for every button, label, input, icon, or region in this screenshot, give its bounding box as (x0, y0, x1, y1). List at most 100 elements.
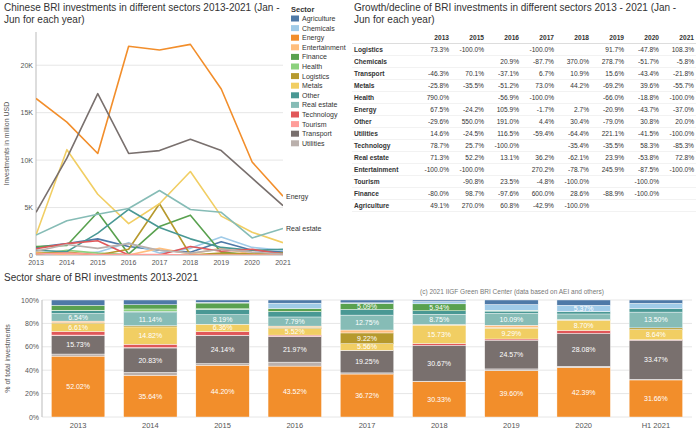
table-cell: -100.0% (556, 176, 591, 188)
table-row: Finance-80.0%98.7%-97.6%600.0%28.6%-88.9… (352, 188, 696, 200)
y-tick-label: 20% (25, 390, 39, 397)
bar-segment (268, 312, 321, 317)
bar-segment (629, 330, 682, 340)
table-cell: -47.8% (626, 44, 661, 56)
table-cell: -100.0% (556, 200, 591, 212)
table-cell: 58.3% (626, 140, 661, 152)
table-cell: -87.5% (626, 164, 661, 176)
x-tick-label: H1 2021 (642, 421, 670, 430)
data-labels: 52.02%15.73%6.61%6.54%35.64%20.83%14.82%… (66, 303, 668, 403)
series-line (36, 94, 283, 213)
x-tick-label: 2015 (90, 259, 106, 266)
y-axis (36, 32, 37, 255)
bar-segment (268, 329, 321, 335)
table-row: Agriculture49.1%270.0%60.8%-42.9%-100.0% (352, 200, 696, 212)
bar-segment (629, 300, 682, 303)
data-label: 8.19% (213, 316, 233, 323)
row-label: Metals (352, 80, 416, 92)
bar-segment (557, 312, 610, 314)
table-cell: -97.6% (486, 188, 521, 200)
x-tick-label: 2013 (70, 421, 87, 430)
bar-segment (51, 321, 104, 323)
legend-swatch (291, 121, 299, 127)
bar-segment (413, 325, 466, 343)
x-tick-label: 2016 (286, 421, 303, 430)
y-tick-label: 80% (25, 320, 39, 327)
x-tick-label: 2019 (503, 421, 520, 430)
bar-segment (196, 335, 249, 363)
table-cell: 4.4% (521, 116, 556, 128)
table-row: Energy67.5%-24.2%105.9%-1.7%2.7%-20.9%-4… (352, 104, 696, 116)
y-axis-label: Investments in million USD (3, 102, 10, 186)
table-cell: -21.8% (661, 68, 696, 80)
data-label: 6.54% (68, 314, 88, 321)
table-cell: -100.0% (661, 92, 696, 104)
table-cell: -59.4% (521, 128, 556, 140)
legend-swatch (291, 112, 299, 118)
table-cell: 70.1% (451, 68, 486, 80)
data-label: 36.72% (355, 392, 379, 399)
legend-swatch (291, 44, 299, 50)
legend-entry: Energy (302, 34, 325, 42)
stacked-bar-chart: Sector share of BRI investments 2013-202… (0, 270, 700, 439)
header-row: 20132015201620172018201920202021 (352, 32, 696, 44)
data-label: 5.94% (429, 304, 449, 311)
table-cell: -88.9% (591, 188, 626, 200)
legend-swatch (291, 140, 299, 146)
legend-swatch (291, 64, 299, 70)
table-cell: 91.7% (591, 44, 626, 56)
table-cell: -5.8% (661, 56, 696, 68)
row-label: Health (352, 92, 416, 104)
table-cell (661, 176, 696, 188)
table-cell: 600.0% (521, 188, 556, 200)
table-cell (626, 200, 661, 212)
table-cell (486, 164, 521, 176)
bar-segment (485, 328, 538, 339)
bar-segment (196, 300, 249, 302)
bar-segment (51, 336, 104, 354)
bar-segment (196, 332, 249, 336)
bar-segment (124, 348, 177, 372)
bar-segment (51, 324, 104, 332)
data-label: 31.66% (644, 395, 668, 402)
y-axis-label: % of total investments (4, 324, 11, 393)
data-label: 35.64% (138, 393, 162, 400)
grid-line (36, 207, 283, 208)
data-label: 24.57% (500, 351, 524, 358)
table-cell (416, 56, 451, 68)
series-line (36, 244, 283, 254)
column-header: 2018 (556, 32, 591, 44)
data-label: 9.29% (502, 330, 522, 337)
table-cell: -90.8% (451, 176, 486, 188)
table-cell: -55.7% (661, 80, 696, 92)
bar-segment (485, 313, 538, 325)
table-cell: -20.9% (591, 104, 626, 116)
bar-segment (340, 350, 393, 373)
table-cell: 30.4% (556, 116, 591, 128)
bar-segment (268, 309, 321, 312)
series-line (36, 241, 283, 255)
bar-segment (413, 325, 466, 326)
bar-segment (557, 333, 610, 366)
table-row: Utilities14.6%-24.5%116.5%-59.4%-64.4%22… (352, 128, 696, 140)
table-cell: 52.2% (451, 152, 486, 164)
bar-segment (413, 311, 466, 315)
data-label: 5.56% (357, 343, 377, 350)
bar-segment (340, 309, 393, 315)
table-cell (591, 176, 626, 188)
bar-segment (340, 330, 393, 333)
table-row: Technology78.7%25.7%-100.0%-35.4%-35.5%5… (352, 140, 696, 152)
bar-segment (196, 324, 249, 331)
bar-segment (485, 310, 538, 311)
bar-segment (51, 356, 104, 417)
chart-title: Sector share of BRI investments 2013-202… (4, 272, 198, 283)
data-label: 12.75% (355, 319, 379, 326)
table-cell: 72.8% (661, 152, 696, 164)
column-header: 2019 (591, 32, 626, 44)
column-header: 2017 (521, 32, 556, 44)
data-label: 8.75% (429, 316, 449, 323)
table-cell: -42.9% (521, 200, 556, 212)
table-cell: 15.6% (591, 68, 626, 80)
y-tick-label: 40% (25, 367, 39, 374)
table-cell: -24.5% (451, 128, 486, 140)
